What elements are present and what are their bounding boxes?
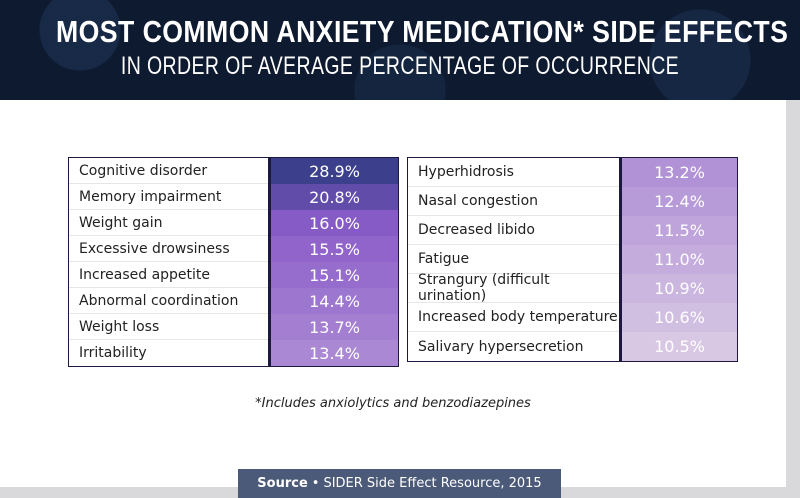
side-effect-value: 13.4% <box>271 340 398 366</box>
side-effect-label: Excessive drowsiness <box>69 236 268 262</box>
side-effect-label: Increased body temperature <box>408 303 619 332</box>
side-effect-label: Salivary hypersecretion <box>418 338 584 355</box>
side-effect-value: 12.4% <box>622 187 737 216</box>
side-effect-label: Weight loss <box>69 314 268 340</box>
side-effect-label: Cognitive disorder <box>69 158 268 184</box>
source-text: SIDER Side Effect Resource, 2015 <box>323 476 542 491</box>
side-effect-value: 10.6% <box>622 303 737 332</box>
side-effect-value: 15.1% <box>271 262 398 288</box>
right-label-column: Hyperhidrosis Nasal congestion Decreased l… <box>408 158 622 361</box>
side-effect-label: Hyperhidrosis <box>408 158 619 187</box>
side-effect-label: Fatigue <box>408 245 619 274</box>
side-effect-label: Memory impairment <box>69 184 268 210</box>
left-table: Cognitive disorder Memory impairment Weigh… <box>68 157 399 367</box>
side-effect-value: 10.9% <box>622 274 737 303</box>
left-value-column: 28.9% 20.8% 16.0% 15.5% 15.1% 14.4% 13.7% 13.4% <box>271 158 398 366</box>
side-effect-label: Decreased libido <box>408 216 619 245</box>
side-effect-value: 10.5% <box>622 332 737 361</box>
side-effect-label: Abnormal coordination <box>69 288 268 314</box>
side-effect-label: Irritability <box>79 345 147 361</box>
side-effect-value: 28.9% <box>271 158 398 184</box>
content-panel: Cognitive disorder Memory impairment Weigh… <box>0 100 786 487</box>
side-effect-value: 16.0% <box>271 210 398 236</box>
side-effect-value: 15.5% <box>271 236 398 262</box>
side-effect-label: Weight gain <box>69 210 268 236</box>
side-effect-value: 20.8% <box>271 184 398 210</box>
side-effect-value: 13.7% <box>271 314 398 340</box>
header-banner: MOST COMMON ANXIETY MEDICATION* SIDE EFF… <box>0 0 800 100</box>
side-effect-value: 14.4% <box>271 288 398 314</box>
chart-subtitle: IN ORDER OF AVERAGE PERCENTAGE OF OCCURR… <box>120 52 680 80</box>
source-label: Source <box>257 476 308 491</box>
source-bar: Source • SIDER Side Effect Resource, 201… <box>238 469 561 498</box>
source-separator: • <box>311 476 320 491</box>
side-effect-value: 13.2% <box>622 158 737 187</box>
chart-title: MOST COMMON ANXIETY MEDICATION* SIDE EFF… <box>56 14 789 49</box>
side-effect-label: Increased appetite <box>69 262 268 288</box>
right-table: Hyperhidrosis Nasal congestion Decreased l… <box>407 157 738 362</box>
side-effect-value: 11.0% <box>622 245 737 274</box>
right-value-column: 13.2% 12.4% 11.5% 11.0% 10.9% 10.6% 10.5% <box>622 158 737 361</box>
side-effect-label: Nasal congestion <box>408 187 619 216</box>
side-effect-label: Strangury (difficult urination) <box>408 272 619 304</box>
footnote: *Includes anxiolytics and benzodiazepine… <box>255 396 531 411</box>
side-effect-value: 11.5% <box>622 216 737 245</box>
left-label-column: Cognitive disorder Memory impairment Weigh… <box>69 158 271 366</box>
